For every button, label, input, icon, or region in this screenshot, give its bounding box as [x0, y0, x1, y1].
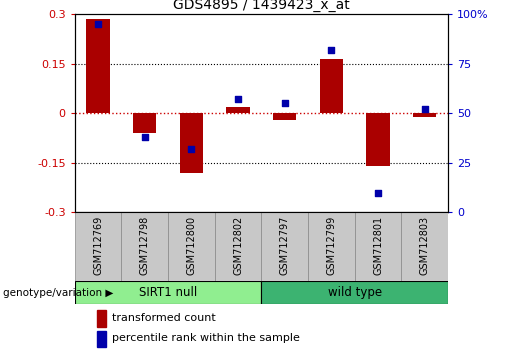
Point — [327, 47, 335, 53]
Point — [94, 21, 102, 27]
Bar — [366, 113, 390, 166]
Text: GSM712802: GSM712802 — [233, 216, 243, 275]
Bar — [413, 113, 436, 116]
Text: GSM712800: GSM712800 — [186, 216, 196, 275]
Bar — [75, 281, 261, 304]
Bar — [215, 212, 261, 281]
Text: GSM712799: GSM712799 — [327, 216, 336, 275]
Text: transformed count: transformed count — [112, 313, 216, 323]
Text: GSM712769: GSM712769 — [93, 216, 103, 275]
Bar — [133, 113, 157, 133]
Bar — [75, 212, 122, 281]
Point — [141, 134, 149, 140]
Bar — [97, 331, 107, 347]
Bar — [355, 212, 401, 281]
Bar — [122, 212, 168, 281]
Text: wild type: wild type — [328, 286, 382, 299]
Bar — [261, 281, 448, 304]
Text: percentile rank within the sample: percentile rank within the sample — [112, 333, 300, 343]
Title: GDS4895 / 1439423_x_at: GDS4895 / 1439423_x_at — [173, 0, 350, 12]
Bar — [320, 59, 343, 113]
Bar — [227, 107, 250, 113]
Bar — [261, 212, 308, 281]
Bar — [180, 113, 203, 173]
Bar — [87, 19, 110, 113]
Bar — [168, 212, 215, 281]
Point — [421, 107, 429, 112]
Bar — [273, 113, 296, 120]
Bar — [97, 310, 107, 326]
Point — [281, 101, 289, 106]
Point — [374, 190, 382, 195]
Text: GSM712803: GSM712803 — [420, 216, 430, 275]
Point — [187, 146, 196, 152]
Text: SIRT1 null: SIRT1 null — [139, 286, 197, 299]
Text: genotype/variation ▶: genotype/variation ▶ — [3, 288, 113, 298]
Text: GSM712797: GSM712797 — [280, 216, 290, 275]
Text: GSM712798: GSM712798 — [140, 216, 150, 275]
Bar — [401, 212, 448, 281]
Point — [234, 97, 242, 102]
Text: GSM712801: GSM712801 — [373, 216, 383, 275]
Bar — [308, 212, 355, 281]
